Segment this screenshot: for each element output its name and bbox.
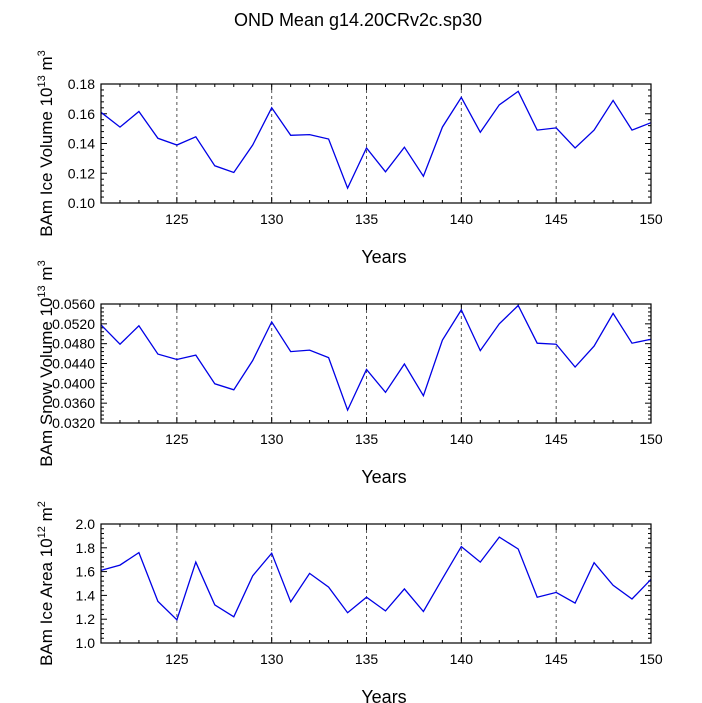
- y-tick-label: 0.16: [68, 106, 95, 122]
- chart-panel-2: 0.0320 0.0360 0.0400 0.0440 0.0480 0.0520 0.05…: [36, 260, 663, 487]
- y-axis-label: BAm Snow Volume 1013 m3: [36, 260, 56, 466]
- chart-panels: 0.10 0.12 0.14 0.16 0.18 125 130 135 140 145 150 Ye…: [36, 50, 663, 703]
- y-tick-label: 1.2: [76, 611, 96, 627]
- y-tick-label: 0.0440: [52, 356, 95, 372]
- series-line: [100, 536, 652, 621]
- x-tick-label: 140: [450, 651, 474, 667]
- y-tick-label: 1.6: [76, 564, 96, 580]
- x-tick-label: 135: [355, 651, 379, 667]
- y-tick-label: 0.0400: [52, 375, 95, 391]
- y-tick-label: 0.0320: [52, 415, 95, 431]
- y-tick-label: 0.0360: [52, 395, 95, 411]
- chart-panel-3: 1.0 1.2 1.4 1.6 1.8 2.0 125 130 135 140 145 150 Year…: [36, 501, 663, 703]
- x-tick-label: 150: [639, 211, 663, 227]
- x-axis-label: Years: [361, 467, 406, 487]
- x-tick-label: 125: [165, 211, 189, 227]
- x-tick-label: 145: [544, 211, 568, 227]
- x-axis-label: Years: [361, 687, 406, 703]
- x-tick-label: 140: [450, 211, 474, 227]
- y-tick-label: 0.12: [68, 165, 95, 181]
- y-axis-label: BAm Ice Area 1012 m2: [36, 501, 56, 666]
- x-tick-label: 125: [165, 431, 189, 447]
- x-tick-label: 125: [165, 651, 189, 667]
- series-line: [100, 90, 652, 190]
- plot-frame: [100, 83, 652, 204]
- x-tick-label: 145: [544, 431, 568, 447]
- x-tick-label: 130: [260, 431, 284, 447]
- y-tick-label: 0.14: [68, 136, 95, 152]
- y-tick-label: 0.10: [68, 195, 95, 211]
- x-tick-label: 135: [355, 211, 379, 227]
- y-tick-label: 0.18: [68, 76, 95, 92]
- y-tick-label: 0.0480: [52, 336, 95, 352]
- plot-frame: [100, 303, 652, 424]
- x-tick-label: 130: [260, 211, 284, 227]
- plot-frame: [100, 523, 652, 644]
- y-tick-label: 1.0: [76, 635, 96, 651]
- x-tick-label: 150: [639, 651, 663, 667]
- x-tick-label: 135: [355, 431, 379, 447]
- y-tick-label: 0.0520: [52, 316, 95, 332]
- y-axis-label: BAm Ice Volume 1013 m3: [36, 50, 56, 237]
- y-tick-label: 2.0: [76, 516, 96, 532]
- y-tick-label: 1.4: [76, 587, 96, 603]
- x-tick-label: 150: [639, 431, 663, 447]
- page-title: OND Mean g14.20CRv2c.sp30: [234, 10, 482, 30]
- x-tick-label: 130: [260, 651, 284, 667]
- x-axis-label: Years: [361, 247, 406, 267]
- series-line: [100, 304, 652, 412]
- chart-panel-1: 0.10 0.12 0.14 0.16 0.18 125 130 135 140 145 150 Ye…: [36, 50, 663, 267]
- x-tick-label: 140: [450, 431, 474, 447]
- y-tick-label: 0.0560: [52, 296, 95, 312]
- y-tick-label: 1.8: [76, 540, 96, 556]
- x-tick-label: 145: [544, 651, 568, 667]
